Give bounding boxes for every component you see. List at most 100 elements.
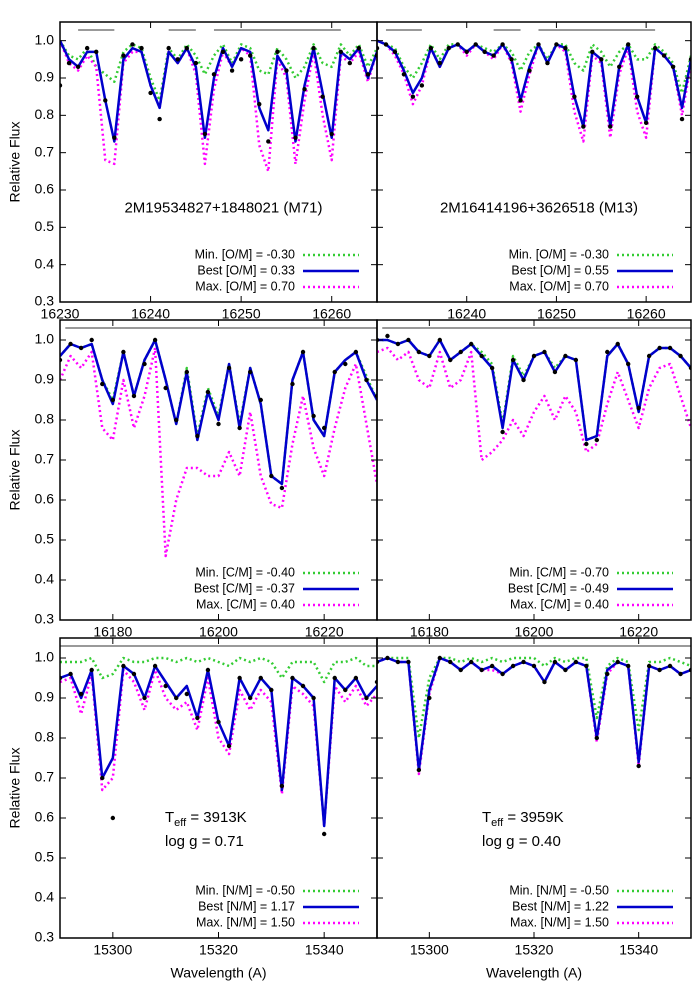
observed-point	[615, 659, 620, 665]
y-tick-label: 0.9	[35, 371, 55, 387]
observed-point	[406, 659, 411, 665]
observed-point	[94, 49, 99, 55]
observed-point	[68, 671, 73, 677]
observed-point	[500, 429, 505, 435]
teff-symbol: T	[482, 809, 491, 826]
observed-point	[329, 131, 334, 137]
y-tick-label: 0.8	[35, 729, 55, 745]
observed-point	[469, 341, 474, 347]
model-line	[60, 656, 377, 684]
observed-point	[258, 397, 263, 403]
observed-point	[300, 683, 306, 689]
legend-label: Max. [N/M] = 1.50	[196, 915, 295, 929]
observed-point	[300, 349, 306, 355]
observed-point	[279, 485, 285, 491]
observed-point	[552, 659, 558, 665]
x-tick-label: 16220	[619, 624, 658, 640]
observed-point	[427, 695, 432, 701]
observed-point	[211, 72, 217, 77]
observed-point	[121, 53, 126, 58]
observed-point	[509, 57, 514, 62]
observed-point	[269, 687, 274, 693]
y-tick-label: 0.4	[35, 255, 55, 271]
observed-point	[131, 393, 137, 399]
observed-point	[365, 72, 371, 77]
observed-point	[531, 663, 537, 669]
y-tick-label: 0.3	[35, 611, 55, 627]
observed-point	[338, 49, 343, 55]
y-tick-label: 0.3	[35, 293, 55, 309]
model-line	[60, 338, 377, 486]
plot-area	[60, 29, 377, 173]
observed-point	[320, 94, 325, 99]
observed-point	[491, 53, 496, 58]
observed-point	[332, 675, 337, 681]
observed-point	[500, 671, 505, 677]
panel-frame	[376, 21, 692, 303]
x-axis-label: Wavelength (A)	[486, 965, 582, 981]
observed-point	[590, 49, 595, 55]
observed-point	[678, 671, 683, 677]
observed-point	[205, 389, 211, 395]
observed-point	[248, 369, 253, 375]
observed-point	[237, 425, 242, 431]
legend-label: Best [C/M] = -0.49	[508, 581, 609, 595]
observed-point	[202, 131, 208, 137]
observed-point	[343, 361, 348, 367]
observed-point	[646, 663, 652, 669]
y-axis-label: Relative Flux	[7, 748, 23, 829]
observed-point	[448, 357, 453, 363]
observed-point	[605, 349, 610, 355]
observed-point	[626, 361, 631, 367]
observed-point	[661, 53, 667, 58]
model-line	[377, 346, 691, 462]
observed-point	[290, 675, 295, 681]
observed-point	[608, 124, 613, 129]
observed-point	[605, 671, 610, 677]
observed-point	[670, 64, 676, 70]
legend-label: Best [O/M] = 0.33	[197, 263, 295, 277]
observed-point	[419, 83, 425, 88]
observed-point	[527, 68, 532, 73]
model-line	[377, 39, 691, 128]
observed-point	[521, 659, 526, 665]
observed-point	[518, 98, 523, 103]
model-line	[60, 338, 377, 486]
observed-point	[599, 57, 604, 62]
observed-point	[347, 60, 353, 66]
observed-point	[542, 679, 547, 685]
observed-point	[521, 377, 526, 383]
y-tick-label: 0.9	[35, 689, 55, 705]
observed-point	[657, 667, 662, 673]
observed-point	[482, 49, 487, 55]
observed-point	[364, 377, 369, 383]
observed-point	[489, 663, 495, 669]
observed-point	[66, 60, 72, 66]
observed-point	[437, 337, 442, 343]
x-tick-label: 16200	[199, 624, 238, 640]
observed-point	[416, 767, 422, 773]
observed-point	[163, 683, 168, 689]
observed-point	[100, 381, 105, 387]
teff-subscript: eff	[491, 817, 504, 829]
observed-point	[139, 45, 144, 51]
observed-point	[142, 361, 147, 367]
legend-label: Best [C/M] = -0.37	[194, 581, 295, 595]
observed-point	[269, 473, 274, 479]
x-axis-label: Wavelength (A)	[171, 965, 267, 981]
observed-point	[594, 437, 599, 443]
legend-label: Max. [N/M] = 1.50	[510, 915, 609, 929]
y-tick-label: 0.7	[35, 769, 55, 785]
observed-point	[464, 49, 469, 55]
x-tick-label: 16200	[515, 624, 554, 640]
y-tick-label: 0.6	[35, 181, 55, 197]
x-tick-label: 16250	[222, 306, 261, 322]
observed-point	[446, 45, 451, 51]
model-line	[377, 656, 691, 740]
legend-label: Min. [O/M] = -0.30	[509, 247, 609, 261]
x-tick-label: 15300	[93, 942, 132, 958]
observed-point	[563, 353, 568, 359]
y-tick-label: 0.5	[35, 849, 55, 865]
x-tick-label: 16240	[131, 306, 170, 322]
observed-point	[634, 94, 640, 99]
